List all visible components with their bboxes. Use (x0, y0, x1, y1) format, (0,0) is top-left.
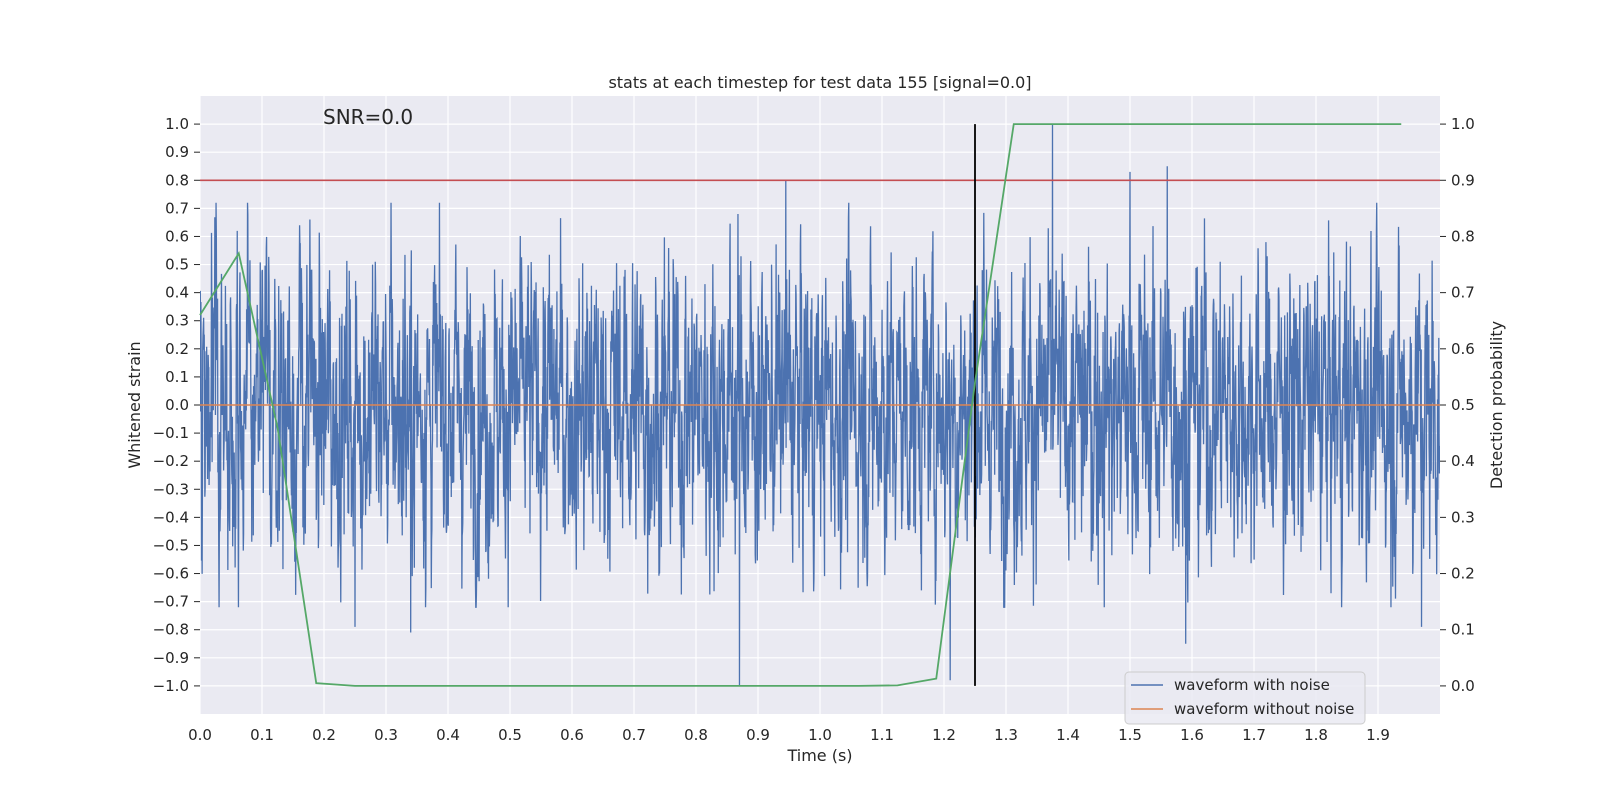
y-left-tick-label: −0.4 (153, 508, 189, 526)
y-left-tick-label: 0.3 (165, 312, 189, 330)
y-left-tick-label: −0.8 (153, 621, 189, 639)
y-left-tick-label: 0.7 (165, 199, 189, 217)
y-axis-left: 1.0 0.9 0.8 0.7 0.6 0.5 0.4 0.3 0.2 0.1 0.0 −0.1 −0.… (153, 115, 200, 695)
y-right-tick-label: 0.0 (1451, 677, 1475, 695)
noisy-waveform (200, 124, 1440, 686)
y-left-tick-label: −0.9 (153, 649, 189, 667)
y-left-tick-label: 0.9 (165, 143, 189, 161)
x-tick-label: 0.5 (498, 726, 522, 744)
y-right-tick-label: 0.1 (1451, 621, 1475, 639)
x-tick-label: 1.1 (870, 726, 894, 744)
x-tick-label: 0.6 (560, 726, 584, 744)
overlay-lines (199, 123, 1440, 687)
x-tick-label: 1.2 (932, 726, 956, 744)
y-left-tick-label: 0.0 (165, 396, 189, 414)
y-axis-right: 1.0 0.9 0.8 0.7 0.6 0.5 0.4 0.3 0.2 0.1 0.0 (1440, 115, 1475, 695)
x-tick-label: 0.0 (188, 726, 212, 744)
y-right-tick-label: 0.2 (1451, 565, 1475, 583)
y-axis-right-label: Detection probability (1487, 321, 1506, 489)
x-tick-label: 0.4 (436, 726, 460, 744)
x-tick-label: 1.4 (1056, 726, 1080, 744)
x-tick-label: 0.7 (622, 726, 646, 744)
y-left-tick-label: 0.8 (165, 171, 189, 189)
y-right-tick-label: 0.9 (1451, 171, 1475, 189)
x-tick-label: 1.3 (994, 726, 1018, 744)
y-left-tick-label: 0.4 (165, 284, 189, 302)
y-left-tick-label: 0.2 (165, 340, 189, 358)
detection-probability-line (199, 123, 1402, 687)
y-axis-left-label: Whitened strain (125, 341, 144, 468)
legend: waveform with noise waveform without noi… (1124, 671, 1366, 725)
y-left-tick-label: 1.0 (165, 115, 189, 133)
y-left-tick-label: −1.0 (153, 677, 189, 695)
noisy-waveform-line (200, 124, 1440, 686)
y-right-tick-label: 0.8 (1451, 227, 1475, 245)
legend-clean-label: waveform without noise (1174, 700, 1354, 718)
y-left-tick-label: −0.7 (153, 593, 189, 611)
chart-title: stats at each timestep for test data 155… (608, 73, 1031, 92)
y-left-tick-label: 0.6 (165, 227, 189, 245)
legend-noisy-label: waveform with noise (1174, 676, 1330, 694)
x-tick-label: 0.1 (250, 726, 274, 744)
y-right-tick-label: 0.6 (1451, 340, 1475, 358)
y-left-tick-label: −0.2 (153, 452, 189, 470)
x-tick-label: 1.8 (1304, 726, 1328, 744)
y-left-tick-label: −0.6 (153, 565, 189, 583)
x-axis-label: Time (s) (786, 746, 852, 765)
x-tick-label: 0.9 (746, 726, 770, 744)
x-axis: 0.0 0.1 0.2 0.3 0.4 0.5 0.6 0.7 0.8 0.9 1.0 1.1 1.2 1… (188, 726, 1390, 744)
y-right-tick-label: 1.0 (1451, 115, 1475, 133)
y-right-tick-label: 0.3 (1451, 508, 1475, 526)
y-right-tick-label: 0.5 (1451, 396, 1475, 414)
x-tick-label: 1.0 (808, 726, 832, 744)
y-left-tick-label: 0.1 (165, 368, 189, 386)
snr-annotation: SNR=0.0 (323, 105, 413, 129)
y-left-tick-label: 0.5 (165, 256, 189, 274)
y-right-tick-label: 0.4 (1451, 452, 1475, 470)
legend-box (1124, 671, 1366, 725)
y-left-tick-label: −0.1 (153, 424, 189, 442)
x-tick-label: 1.9 (1366, 726, 1390, 744)
x-tick-label: 0.2 (312, 726, 336, 744)
y-right-tick-label: 0.7 (1451, 284, 1475, 302)
y-left-tick-label: −0.5 (153, 536, 189, 554)
y-left-tick-label: −0.3 (153, 480, 189, 498)
x-tick-label: 0.8 (684, 726, 708, 744)
x-tick-label: 0.3 (374, 726, 398, 744)
x-tick-label: 1.5 (1118, 726, 1142, 744)
x-tick-label: 1.6 (1180, 726, 1204, 744)
x-tick-label: 1.7 (1242, 726, 1266, 744)
